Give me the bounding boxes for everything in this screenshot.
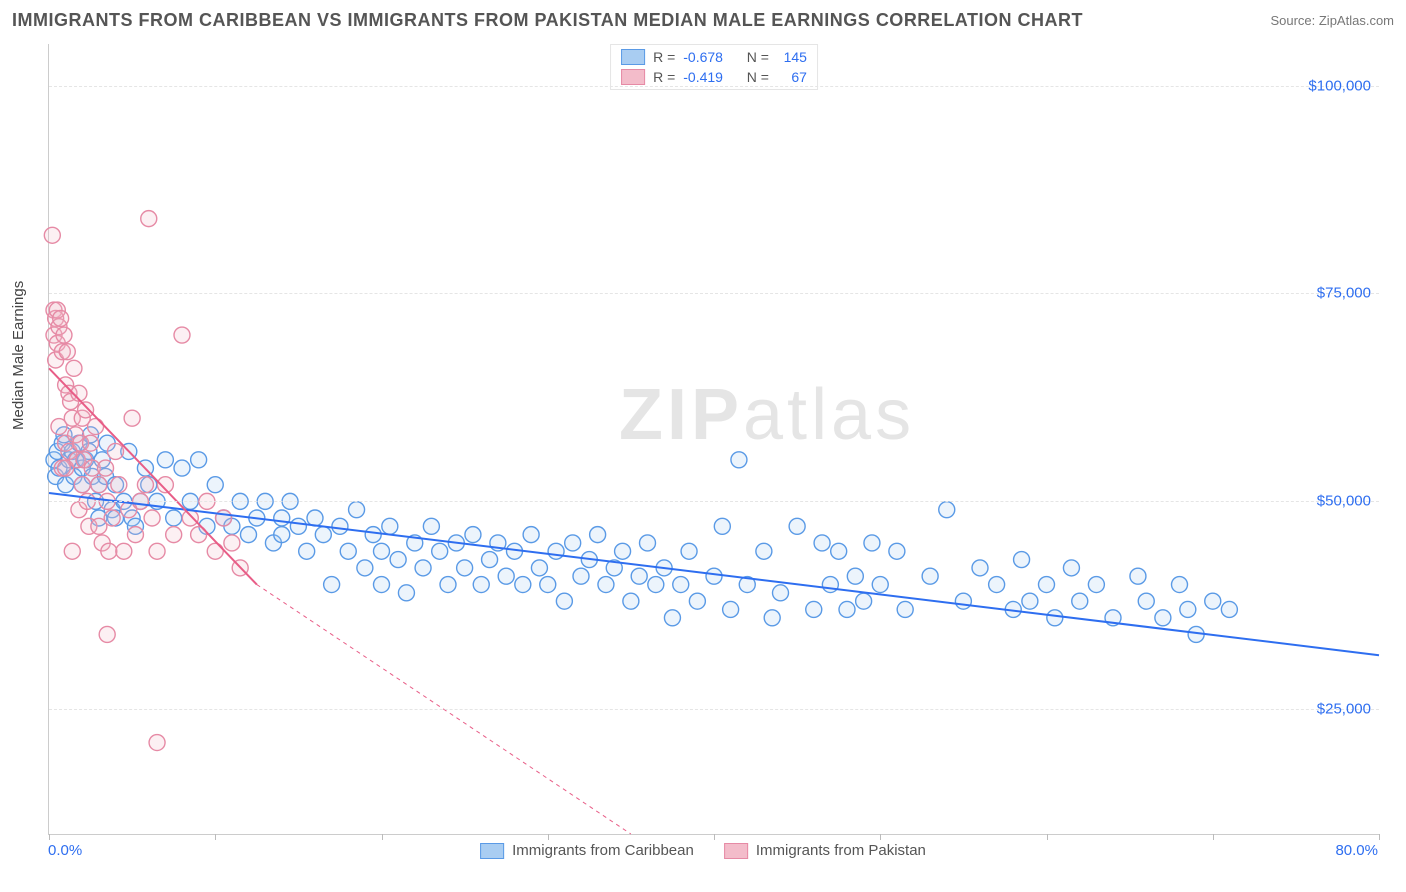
swatch-caribbean bbox=[621, 49, 645, 65]
legend-series: Immigrants from Caribbean Immigrants fro… bbox=[480, 842, 926, 859]
swatch-pakistan-icon bbox=[724, 843, 748, 859]
y-tick-label: $75,000 bbox=[1317, 285, 1371, 302]
legend-row-caribbean: R = -0.678 N = 145 bbox=[621, 47, 807, 67]
swatch-pakistan bbox=[621, 69, 645, 85]
x-max-label: 80.0% bbox=[1335, 842, 1378, 859]
y-axis-label: Median Male Earnings bbox=[10, 281, 27, 430]
swatch-caribbean-icon bbox=[480, 843, 504, 859]
legend-item-pakistan: Immigrants from Pakistan bbox=[724, 842, 926, 859]
plot-area: ZIPatlas R = -0.678 N = 145 R = -0.419 N… bbox=[48, 44, 1379, 835]
y-tick-label: $100,000 bbox=[1308, 77, 1371, 94]
chart-title: IMMIGRANTS FROM CARIBBEAN VS IMMIGRANTS … bbox=[12, 10, 1083, 31]
legend-row-pakistan: R = -0.419 N = 67 bbox=[621, 67, 807, 87]
legend-item-caribbean: Immigrants from Caribbean bbox=[480, 842, 694, 859]
y-tick-label: $25,000 bbox=[1317, 701, 1371, 718]
legend-correlation: R = -0.678 N = 145 R = -0.419 N = 67 bbox=[610, 44, 818, 90]
x-min-label: 0.0% bbox=[48, 842, 82, 859]
source-label: Source: ZipAtlas.com bbox=[1270, 13, 1394, 28]
y-tick-label: $50,000 bbox=[1317, 493, 1371, 510]
chart-svg bbox=[49, 44, 1379, 834]
